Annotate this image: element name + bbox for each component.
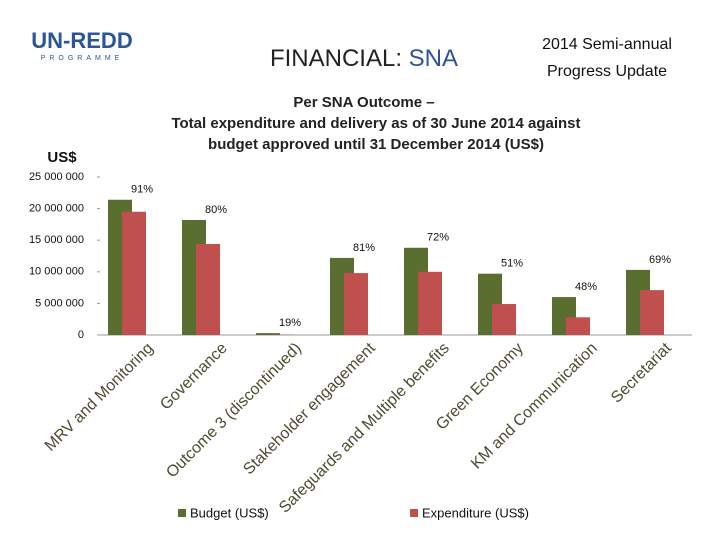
title-prefix: FINANCIAL: (270, 45, 402, 72)
report-line: Progress Update (547, 63, 667, 80)
logo: UN-REDD (31, 28, 132, 53)
bar (566, 317, 590, 335)
bar (122, 211, 146, 335)
legend-label: Expenditure (US$) (422, 505, 529, 520)
delivery-label: 80% (205, 204, 227, 216)
bar (640, 290, 664, 335)
delivery-label: 48% (575, 281, 597, 293)
x-tick-label: KM and Communication (468, 340, 601, 473)
delivery-label: 91% (131, 184, 153, 196)
bar (418, 271, 442, 335)
y-tick-label: 25 000 000 (29, 171, 84, 183)
y-tick-label: 0 (78, 329, 84, 341)
legend-label: Budget (US$) (190, 505, 269, 520)
bar (256, 333, 280, 335)
x-tick-label: Secretariat (608, 339, 675, 406)
y-tick-label: 5 000 000 (35, 297, 84, 309)
chart-title: budget approved until 31 December 2014 (… (208, 136, 544, 153)
slide-title: FINANCIAL: SNA (270, 45, 458, 72)
x-tick-label: Stakeholder engagement (240, 339, 379, 478)
x-tick-label: Governance (157, 340, 231, 414)
delivery-label: 72% (427, 232, 449, 244)
legend-swatch (410, 509, 418, 517)
bar (344, 273, 368, 335)
report-line: 2014 Semi-annual (542, 36, 672, 53)
chart-title: Total expenditure and delivery as of 30 … (171, 115, 580, 132)
y-tick-label: 10 000 000 (29, 266, 84, 278)
delivery-label: 19% (279, 317, 301, 329)
y-tick-label: 20 000 000 (29, 203, 84, 215)
x-tick-label: MRV and Monitoring (42, 340, 157, 455)
chart-title: Per SNA Outcome – (293, 94, 434, 111)
logo-sub: PROGRAMME (41, 55, 124, 62)
delivery-label: 81% (353, 242, 375, 254)
x-tick-label: Safeguards and Multiple benefits (276, 340, 453, 517)
y-tick-label: 15 000 000 (29, 234, 84, 246)
title-emph: SNA (409, 45, 458, 72)
bar (196, 243, 220, 335)
legend-swatch (178, 509, 186, 517)
delivery-label: 51% (501, 258, 523, 270)
bar (492, 304, 516, 335)
delivery-label: 69% (649, 254, 671, 266)
y-axis-label: US$ (47, 149, 77, 166)
x-tick-label: Outcome 3 (discontinued) (163, 340, 305, 482)
